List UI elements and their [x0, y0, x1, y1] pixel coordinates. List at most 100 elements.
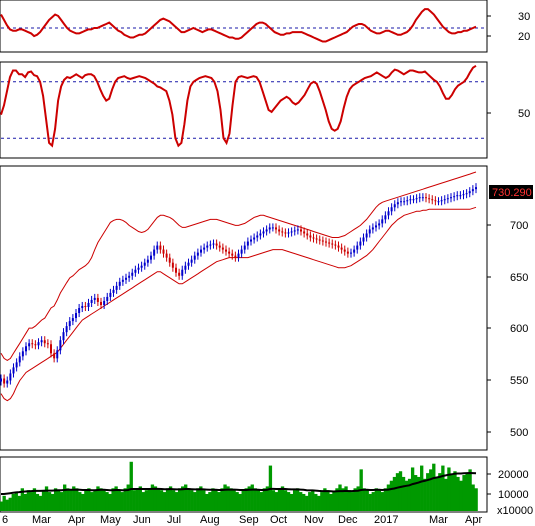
x-label-jun: Jun	[133, 514, 151, 526]
volume-bar	[435, 476, 439, 511]
volume-bar	[153, 486, 158, 511]
volume-bar	[177, 488, 182, 511]
volume-bar	[111, 488, 115, 511]
candle-body	[81, 305, 84, 308]
volume-bar	[220, 488, 224, 511]
candle-body	[315, 238, 318, 240]
candle-body	[462, 194, 465, 196]
candle-body	[409, 199, 412, 201]
oscillator-top-y-axis: 30 20	[487, 11, 530, 43]
volume-bar	[395, 473, 400, 511]
volume-bar	[232, 490, 236, 511]
candle-body	[187, 262, 190, 266]
candle-body	[162, 249, 165, 254]
candle-body	[159, 245, 162, 250]
candle-body	[184, 265, 187, 270]
candle-body	[253, 237, 256, 240]
volume-bar	[271, 490, 276, 511]
x-label-mar: Mar	[32, 514, 51, 526]
volume-bar	[404, 480, 409, 511]
candle-body	[284, 232, 287, 234]
candle-body	[446, 198, 449, 200]
volume-bar	[211, 488, 215, 511]
volume-bar	[265, 486, 270, 511]
volume-bar	[120, 492, 124, 511]
price-tick-650: 650	[510, 272, 528, 284]
candle-body	[87, 302, 90, 307]
volume-bar	[229, 488, 233, 511]
candle-body	[175, 267, 177, 273]
price-tick-550: 550	[510, 375, 528, 387]
volume-bar	[44, 486, 49, 511]
candle-body	[225, 249, 227, 252]
volume-bar	[75, 488, 79, 511]
candle-body	[165, 253, 168, 258]
candle-body	[431, 199, 434, 201]
candle-body	[115, 285, 118, 290]
volume-bar	[277, 488, 282, 511]
volume-bar	[56, 490, 61, 511]
volume-bar	[11, 493, 15, 511]
oscillator-top-plot	[0, 8, 486, 43]
candle-body	[387, 211, 390, 216]
candle-body	[318, 239, 321, 241]
x-label-6: 6	[2, 514, 8, 526]
volume-bar	[14, 492, 18, 511]
candle-body	[31, 343, 34, 345]
candle-body	[465, 193, 468, 195]
volume-bar	[392, 476, 397, 511]
volume-bar	[53, 488, 58, 511]
candle-body	[203, 247, 206, 250]
candle-body	[150, 255, 152, 260]
volume-bar	[93, 490, 97, 511]
x-label-dec: Dec	[338, 514, 358, 526]
candle-body	[190, 259, 193, 263]
volume-bar	[371, 492, 375, 511]
volume-bar	[20, 488, 24, 511]
volume-bar	[432, 463, 436, 511]
candle-body	[281, 231, 284, 233]
oscillator-middle-plot	[0, 64, 486, 148]
candle-body	[353, 249, 356, 253]
candle-body	[250, 239, 252, 242]
candle-body	[418, 197, 421, 199]
candle-body	[121, 279, 124, 282]
volume-bar	[401, 476, 406, 511]
candle-body	[428, 198, 431, 200]
candle-body	[378, 223, 381, 226]
volume-bar	[117, 490, 121, 511]
volume-bar	[338, 484, 342, 511]
x-label-2017: 2017	[374, 514, 398, 526]
candle-body	[475, 187, 477, 190]
volume-bar	[320, 492, 324, 511]
volume-bar	[314, 493, 318, 511]
candle-body	[375, 225, 377, 228]
candle-body	[134, 269, 137, 273]
candle-body	[471, 189, 474, 192]
x-label-apr-2017: Apr	[465, 514, 482, 526]
volume-bar	[444, 478, 448, 511]
volume-bar	[256, 490, 260, 511]
candle-body	[71, 318, 74, 322]
volume-bar	[196, 488, 200, 511]
candle-body	[75, 313, 77, 319]
oscillator-middle-series-line	[0, 64, 477, 148]
volume-bar	[144, 490, 149, 511]
volume-bar	[398, 471, 403, 511]
volume-bar	[81, 493, 85, 511]
volume-bar	[63, 484, 67, 511]
volume-bar	[138, 486, 142, 511]
candle-body	[90, 299, 93, 303]
volume-bar	[102, 490, 106, 511]
volume-bar	[386, 484, 391, 511]
volume-bar	[26, 490, 31, 511]
candle-body	[221, 247, 224, 250]
x-label-aug: Aug	[200, 514, 220, 526]
candle-body	[34, 344, 37, 346]
volume-bar	[253, 488, 257, 511]
volume-bar	[59, 492, 64, 511]
candle-body	[334, 244, 337, 246]
candle-body	[456, 195, 459, 197]
candle-body	[15, 362, 18, 368]
volume-bar	[29, 492, 34, 511]
